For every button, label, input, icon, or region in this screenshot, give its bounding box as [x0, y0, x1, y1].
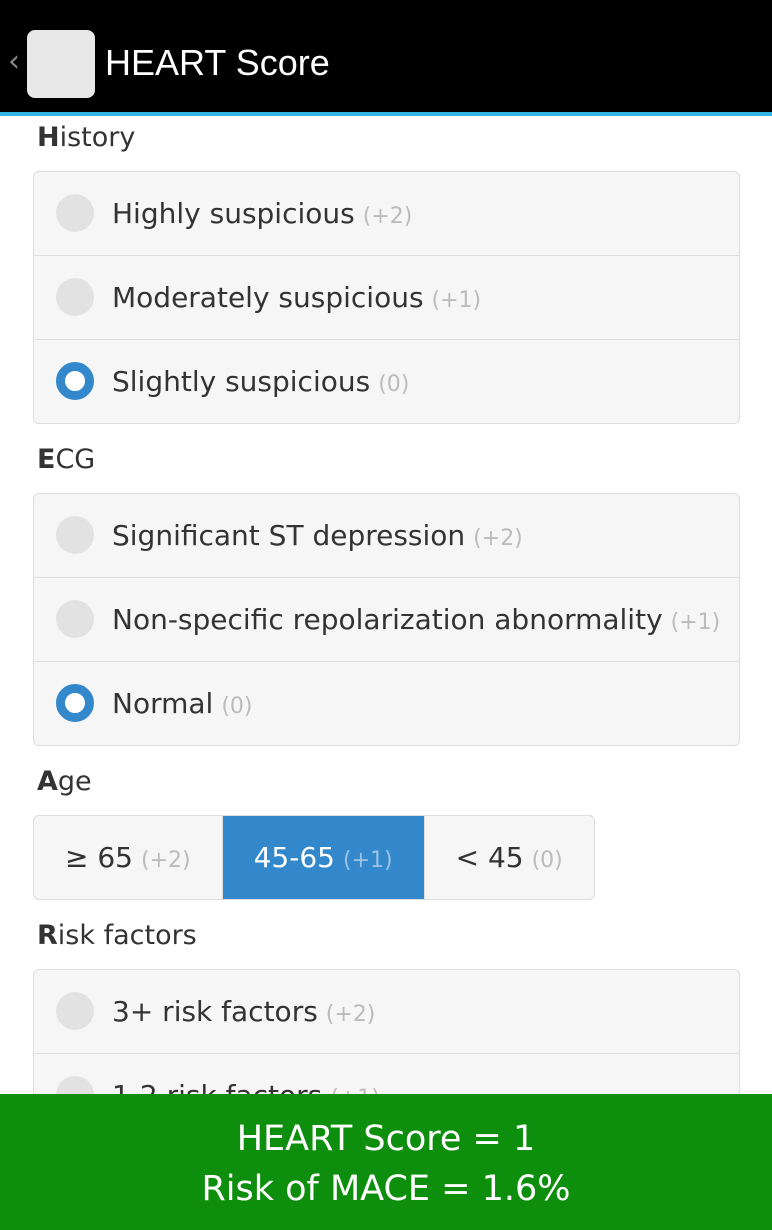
radio-option[interactable]: Non-specific repolarization abnormality (… [34, 578, 739, 662]
radio-button[interactable] [56, 194, 94, 232]
option-points: (+1) [342, 848, 393, 873]
option-label: Significant ST depression [112, 519, 466, 552]
option-label: Slightly suspicious [112, 365, 371, 398]
option-points: (0) [531, 848, 563, 873]
radio-option[interactable]: Highly suspicious (+2) [34, 172, 739, 256]
radio-button[interactable] [56, 516, 94, 554]
radio-button[interactable] [56, 1076, 94, 1094]
section-heading: Risk factors [37, 920, 197, 951]
option-points: (+1) [431, 288, 482, 313]
option-label: Non-specific repolarization abnormality [112, 603, 663, 636]
option-points: (0) [378, 372, 410, 397]
option-points: (0) [221, 694, 253, 719]
option-text: 1-2 risk factors (+1) [112, 1054, 380, 1094]
option-label: Highly suspicious [112, 197, 355, 230]
back-chevron[interactable]: ‹ [8, 44, 20, 79]
form: History Highly suspicious (+2) Moderately s… [0, 116, 772, 1094]
option-points: (+2) [325, 1002, 376, 1027]
radio-button[interactable] [56, 600, 94, 638]
radio-button[interactable] [56, 992, 94, 1030]
segmented-control: ≥ 65 (+2) 45-65 (+1) < 45 (0) [33, 815, 595, 900]
app-title: HEART Score [105, 42, 330, 83]
segment-option[interactable]: 45-65 (+1) [222, 816, 425, 899]
radio-option[interactable]: 1-2 risk factors (+1) [34, 1054, 739, 1094]
option-text: Significant ST depression (+2) [112, 494, 523, 580]
segment-option[interactable]: ≥ 65 (+2) [34, 816, 223, 899]
radio-option[interactable]: 3+ risk factors (+2) [34, 970, 739, 1054]
option-text: Highly suspicious (+2) [112, 172, 412, 258]
option-points: (+2) [141, 848, 191, 873]
option-label: < 45 [455, 841, 524, 874]
option-group: Significant ST depression (+2) Non-specifi… [33, 493, 740, 746]
option-group: Highly suspicious (+2) Moderately suspicio… [33, 171, 740, 424]
section-heading: Age [37, 766, 92, 797]
radio-option[interactable]: Significant ST depression (+2) [34, 494, 739, 578]
option-text: Non-specific repolarization abnormality (… [112, 578, 720, 664]
option-label: Normal [112, 687, 214, 720]
radio-button[interactable] [56, 278, 94, 316]
option-label: Moderately suspicious [112, 281, 424, 314]
option-text: Moderately suspicious (+1) [112, 256, 481, 342]
radio-button[interactable] [56, 684, 94, 722]
status-bar [0, 0, 772, 12]
option-points: (+2) [473, 526, 523, 551]
option-label: ≥ 65 [65, 841, 133, 874]
section-heading: ECG [37, 444, 96, 475]
score-text: HEART Score = 1 [236, 1119, 536, 1159]
app-icon[interactable] [27, 30, 95, 98]
option-text: Normal (0) [112, 662, 253, 745]
segment-option[interactable]: < 45 (0) [425, 816, 594, 899]
option-points: (+1) [670, 610, 721, 635]
option-text: 3+ risk factors (+2) [112, 970, 375, 1056]
app-bar: ‹ HEART Score [0, 12, 772, 116]
option-label: 3+ risk factors [112, 995, 318, 1028]
radio-option[interactable]: Moderately suspicious (+1) [34, 256, 739, 340]
option-label: 45-65 [253, 841, 335, 874]
radio-option[interactable]: Normal (0) [34, 662, 739, 745]
radio-option[interactable]: Slightly suspicious (0) [34, 340, 739, 423]
option-points: (+1) [330, 1086, 380, 1094]
option-label: 1-2 risk factors [112, 1079, 322, 1094]
option-text: Slightly suspicious (0) [112, 340, 410, 423]
result-bar: HEART Score = 1 Risk of MACE = 1.6% [0, 1094, 772, 1230]
option-points: (+2) [362, 204, 413, 229]
option-group: 3+ risk factors (+2) 1-2 risk factors (+1) [33, 969, 740, 1094]
section-heading: History [37, 122, 136, 153]
risk-text: Risk of MACE = 1.6% [201, 1169, 571, 1209]
radio-button[interactable] [56, 362, 94, 400]
